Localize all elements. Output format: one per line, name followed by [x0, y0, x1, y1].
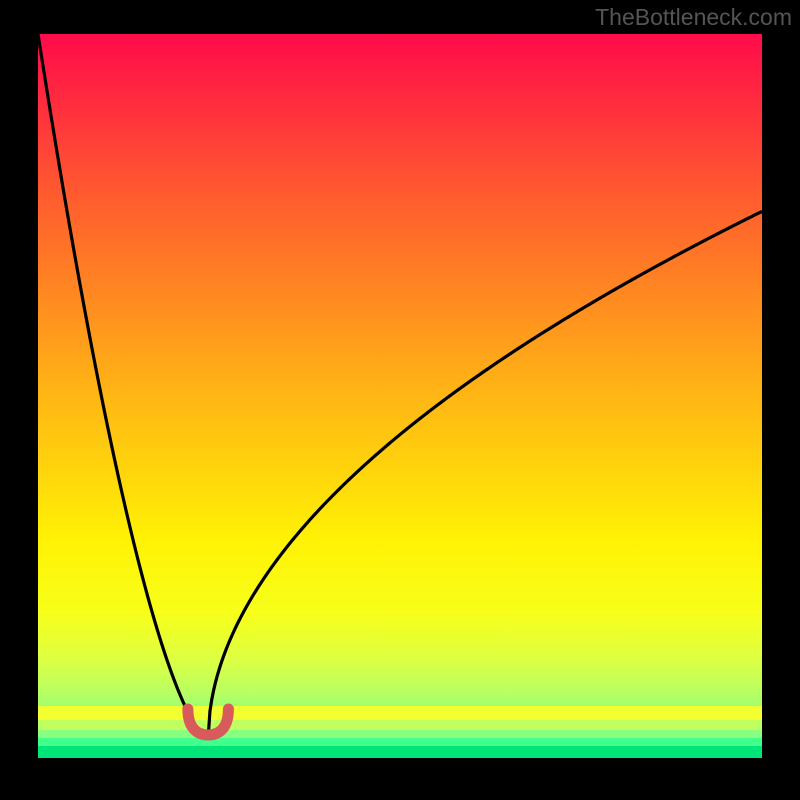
bottleneck-chart — [0, 0, 800, 800]
bottom-band-3 — [38, 720, 762, 730]
bottom-band-2 — [38, 730, 762, 738]
chart-container: TheBottleneck.com — [0, 0, 800, 800]
bottom-band-4 — [38, 706, 762, 720]
bottom-band-1 — [38, 738, 762, 746]
bottom-band-0 — [38, 746, 762, 758]
watermark-text: TheBottleneck.com — [595, 4, 792, 31]
plot-area — [38, 34, 762, 758]
